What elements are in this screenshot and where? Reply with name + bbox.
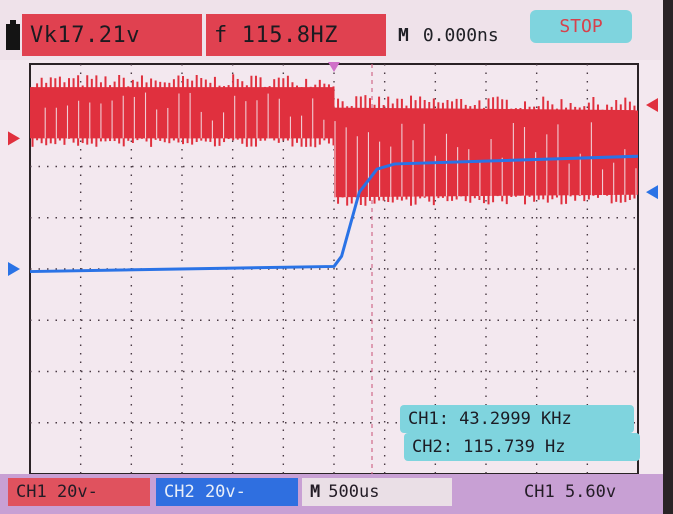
m-label: M: [398, 24, 409, 46]
ch2-frequency-text: CH2: 115.739 Hz: [412, 437, 566, 457]
ch2-ground-marker: [8, 262, 20, 276]
timebase-m-label: M: [310, 482, 321, 502]
trigger-box: CH1 5.60v: [516, 478, 636, 506]
stop-button[interactable]: STOP: [530, 10, 632, 43]
trigger-text: CH1 5.60v: [524, 482, 617, 502]
ch1-frequency-readout: CH1: 43.2999 KHz: [400, 405, 634, 433]
ch2-frequency-readout: CH2: 115.739 Hz: [404, 433, 640, 461]
freq-value: 115.8HZ: [241, 22, 338, 48]
ch1-trigger-level-marker: [646, 98, 658, 112]
freq-symbol: f: [214, 22, 228, 48]
vk-value: Vk17.21v: [30, 22, 140, 48]
timebase-value: 500us: [328, 482, 380, 502]
frequency-readout: f 115.8HZ: [206, 14, 386, 56]
ch1-scale-text: CH1 20v-: [16, 482, 98, 502]
level-markers: [8, 98, 658, 276]
ch1-trace: [30, 74, 638, 206]
ch1-frequency-text: CH1: 43.2999 KHz: [408, 409, 572, 429]
stop-label: STOP: [559, 16, 603, 37]
ch2-trigger-level-marker: [646, 185, 658, 200]
ch1-scale-box[interactable]: CH1 20v-: [8, 478, 150, 506]
timebase-box[interactable]: M 500us: [302, 478, 452, 506]
trigger-position-marker: [328, 62, 340, 72]
ch2-scale-box[interactable]: CH2 20v-: [156, 478, 298, 506]
vk-readout: Vk17.21v: [22, 14, 202, 56]
ch2-scale-text: CH2 20v-: [164, 482, 246, 502]
m-readout: M 0.000ns: [398, 14, 528, 56]
m-value: 0.000ns: [422, 24, 499, 46]
ch1-ground-marker: [8, 131, 20, 146]
ch2-line: [29, 154, 639, 274]
battery-icon: [6, 20, 20, 50]
ch2-trace: [29, 154, 639, 274]
right-bezel: [663, 0, 673, 514]
